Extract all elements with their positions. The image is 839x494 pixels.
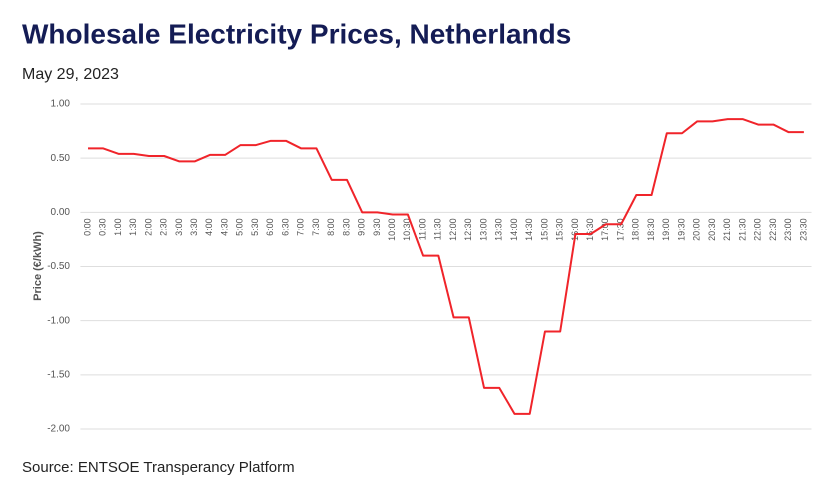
x-tick-label: 13:30	[494, 218, 504, 241]
x-tick-label: 19:00	[661, 218, 671, 241]
chart-title: Wholesale Electricity Prices, Netherland…	[22, 18, 571, 49]
x-tick-label: 22:00	[753, 218, 763, 241]
x-tick-label: 2:00	[143, 218, 153, 236]
x-tick-label: 8:00	[326, 218, 336, 236]
x-tick-label: 5:30	[250, 218, 260, 236]
price-line	[88, 118, 804, 415]
source-note: Source: ENTSOE Transperancy Platform	[22, 459, 295, 476]
x-tick-label: 11:30	[433, 218, 443, 240]
y-tick-label: -0.50	[47, 261, 70, 272]
x-tick-label: 9:00	[357, 218, 367, 236]
x-tick-label: 12:30	[463, 218, 473, 241]
y-tick-label: -1.00	[47, 315, 70, 326]
x-tick-label: 14:00	[509, 218, 519, 241]
x-tick-label: 21:00	[722, 218, 732, 241]
x-tick-label: 21:30	[737, 218, 747, 241]
x-tick-label: 23:00	[783, 218, 793, 241]
x-tick-label: 10:30	[402, 218, 412, 241]
x-tick-label: 16:00	[570, 218, 580, 241]
x-tick-label: 20:00	[692, 218, 702, 241]
x-tick-label: 14:30	[524, 218, 534, 241]
x-tick-label: 23:30	[798, 218, 808, 241]
x-tick-label: 15:00	[539, 218, 549, 241]
y-tick-label: -2.00	[47, 424, 70, 435]
x-tick-label: 3:00	[174, 218, 184, 236]
x-tick-label: 6:30	[280, 218, 290, 236]
y-axis-title: Price (€/kWh)	[32, 231, 44, 301]
x-tick-label: 4:00	[204, 218, 214, 236]
x-tick-label: 16:30	[585, 218, 595, 241]
x-tick-label: 7:00	[296, 218, 306, 236]
x-tick-label: 15:30	[555, 218, 565, 241]
x-tick-label: 19:30	[676, 218, 686, 241]
x-tick-label: 11:00	[417, 218, 427, 240]
x-tick-label: 7:30	[311, 218, 321, 236]
x-tick-label: 0:00	[82, 218, 92, 236]
x-tick-label: 22:30	[768, 218, 778, 241]
x-tick-label: 20:30	[707, 218, 717, 241]
chart-subtitle: May 29, 2023	[22, 66, 119, 83]
x-tick-label: 2:30	[159, 218, 169, 236]
x-tick-label: 12:00	[448, 218, 458, 241]
y-tick-label: 0.00	[51, 207, 71, 218]
x-tick-label: 9:30	[372, 218, 382, 236]
x-tick-label: 13:00	[478, 218, 488, 241]
x-tick-label: 3:30	[189, 218, 199, 236]
x-tick-label: 8:30	[341, 218, 351, 236]
x-tick-label: 4:30	[219, 218, 229, 236]
y-tick-label: 0.50	[51, 153, 71, 164]
x-tick-label: 0:30	[98, 218, 108, 236]
x-tick-label: 1:30	[128, 218, 138, 236]
x-tick-label: 1:00	[113, 218, 123, 236]
x-tick-label: 18:00	[631, 218, 641, 241]
x-tick-label: 5:00	[235, 218, 245, 236]
x-tick-label: 6:00	[265, 218, 275, 236]
x-tick-label: 10:00	[387, 218, 397, 241]
x-tick-label: 18:30	[646, 218, 656, 241]
y-tick-label: -1.50	[47, 369, 70, 380]
x-tick-label: 17:00	[600, 218, 610, 241]
y-tick-label: 1.00	[51, 99, 71, 110]
x-tick-label: 17:30	[615, 218, 625, 241]
